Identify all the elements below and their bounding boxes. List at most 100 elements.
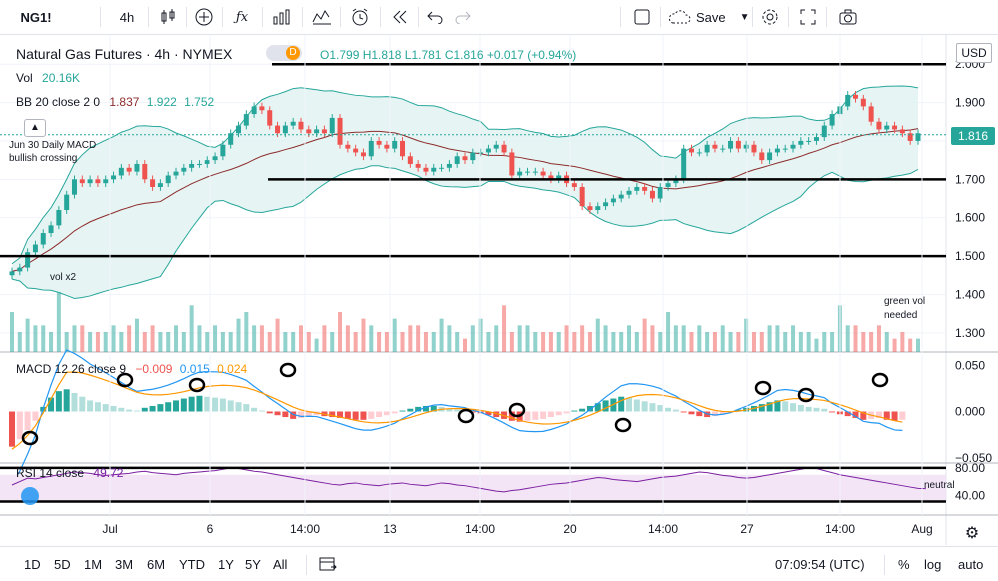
candle-body bbox=[290, 121, 296, 126]
ohlc-readout: O1.799 H1.818 L1.781 C1.816 +0.017 (+0.9… bbox=[320, 48, 576, 62]
circle-annotation bbox=[116, 372, 134, 388]
data-badge[interactable]: D bbox=[266, 45, 302, 61]
macd-histogram-bar bbox=[79, 396, 86, 412]
save-button[interactable]: Save ▼ bbox=[666, 4, 750, 30]
compare-plus-icon[interactable] bbox=[190, 4, 218, 30]
macd-histogram-bar bbox=[665, 407, 672, 412]
camera-snapshot-icon[interactable] bbox=[834, 4, 862, 30]
macd-histogram-bar bbox=[274, 411, 281, 416]
circle-annotation bbox=[21, 430, 39, 446]
volume-bar bbox=[861, 332, 866, 352]
templates-icon[interactable] bbox=[268, 4, 296, 30]
chart-settings-gear-icon[interactable]: ⚙ bbox=[965, 523, 979, 542]
utc-clock[interactable]: 07:09:54 (UTC) bbox=[775, 557, 865, 572]
indicators-fx-icon[interactable]: ƒx bbox=[235, 9, 249, 25]
candle-body bbox=[9, 271, 15, 276]
volume-bar bbox=[431, 332, 436, 352]
candle-body bbox=[165, 175, 171, 184]
volume-bar bbox=[791, 325, 796, 352]
macd-histogram-bar bbox=[188, 396, 195, 412]
candle-body bbox=[95, 179, 101, 184]
candle-body bbox=[126, 167, 132, 172]
volume-bar bbox=[580, 325, 585, 352]
financials-icon[interactable] bbox=[308, 4, 336, 30]
volume-bar bbox=[41, 325, 46, 352]
auto-toggle[interactable]: auto bbox=[958, 557, 984, 572]
alert-clock-icon[interactable] bbox=[346, 4, 374, 30]
macd-histogram-bar bbox=[711, 411, 718, 417]
macd-histogram-bar bbox=[540, 411, 547, 419]
volume-bar bbox=[525, 325, 530, 352]
volume-bar bbox=[384, 332, 389, 352]
divider bbox=[148, 7, 149, 27]
currency-button[interactable]: USD bbox=[956, 43, 992, 63]
candle-body bbox=[493, 144, 499, 149]
undo-icon[interactable] bbox=[422, 4, 448, 30]
chart-style-icon[interactable] bbox=[154, 4, 182, 30]
range-3m[interactable]: 3M bbox=[115, 557, 134, 572]
volume-bar bbox=[736, 332, 741, 352]
volume-bar bbox=[25, 318, 30, 352]
macd-histogram-bar bbox=[9, 411, 15, 447]
time-tick: 6 bbox=[207, 522, 214, 536]
candle-body bbox=[884, 125, 890, 130]
range-ytd[interactable]: YTD bbox=[179, 557, 205, 572]
macd-histogram-bar bbox=[337, 411, 344, 418]
goto-date-icon[interactable] bbox=[318, 555, 338, 576]
macd-histogram-bar bbox=[688, 411, 695, 415]
volume-bar bbox=[751, 332, 756, 352]
range-5d[interactable]: 5D bbox=[54, 557, 71, 572]
range-1y[interactable]: 1Y bbox=[218, 557, 234, 572]
fullscreen-icon[interactable] bbox=[794, 4, 822, 30]
volume-bar bbox=[314, 338, 319, 352]
settings-gear-icon[interactable] bbox=[756, 4, 784, 30]
macd-histogram-bar bbox=[782, 401, 789, 412]
rsi-tick: 40.00 bbox=[955, 488, 985, 502]
range-all[interactable]: All bbox=[273, 557, 288, 572]
layout-square-icon[interactable] bbox=[628, 4, 656, 30]
volume-bar bbox=[767, 325, 772, 352]
candle-body bbox=[150, 179, 156, 187]
range-6m[interactable]: 6M bbox=[147, 557, 166, 572]
range-1d[interactable]: 1D bbox=[24, 557, 41, 572]
range-1m[interactable]: 1M bbox=[84, 557, 103, 572]
bb-label: BB 20 close 2 0 bbox=[16, 95, 101, 109]
log-toggle[interactable]: log bbox=[924, 557, 942, 572]
volume-bar bbox=[689, 332, 694, 352]
redo-icon[interactable] bbox=[450, 4, 476, 30]
collapse-legend-button[interactable]: ▲ bbox=[24, 119, 46, 137]
chart-canvas[interactable]: 2.0001.9001.8001.7001.6001.5001.4001.300… bbox=[0, 35, 998, 545]
chart-area[interactable]: 2.0001.9001.8001.7001.6001.5001.4001.300… bbox=[0, 35, 998, 545]
candle-body bbox=[853, 94, 859, 99]
replay-rewind-icon[interactable] bbox=[386, 4, 414, 30]
macd-histogram-bar bbox=[860, 411, 867, 420]
macd-histogram-bar bbox=[383, 411, 390, 416]
volume-bar bbox=[423, 332, 428, 352]
candle-body bbox=[735, 140, 741, 149]
macd-histogram-bar bbox=[141, 407, 148, 412]
volume-bar bbox=[533, 332, 538, 352]
macd-histogram-bar bbox=[829, 411, 836, 413]
vol-label: Vol bbox=[16, 71, 33, 85]
percent-toggle[interactable]: % bbox=[898, 557, 910, 572]
candle-body bbox=[56, 210, 62, 226]
divider bbox=[788, 7, 789, 27]
volume-bar bbox=[720, 325, 725, 352]
macd-histogram-bar bbox=[797, 405, 804, 412]
macd-note-line2: bullish crossing bbox=[9, 153, 78, 164]
bottom-toolbar: 1D 5D 1M 3M 6M YTD 1Y 5Y All 07:09:54 (U… bbox=[0, 546, 998, 581]
candle-body bbox=[798, 140, 804, 145]
candle-body bbox=[517, 171, 523, 176]
price-tick: 1.900 bbox=[955, 96, 985, 110]
interval-button[interactable]: 4h bbox=[119, 9, 135, 25]
volume-bar bbox=[33, 325, 38, 352]
range-5y[interactable]: 5Y bbox=[245, 557, 261, 572]
symbol-search[interactable]: NG1! bbox=[20, 9, 52, 25]
volume-bar bbox=[408, 325, 413, 352]
candle-body bbox=[899, 129, 905, 134]
macd-histogram-bar bbox=[165, 402, 172, 412]
candle-body bbox=[509, 152, 515, 176]
macd-histogram-bar bbox=[360, 411, 367, 420]
macd-histogram-bar bbox=[305, 411, 312, 417]
divider bbox=[826, 7, 827, 27]
